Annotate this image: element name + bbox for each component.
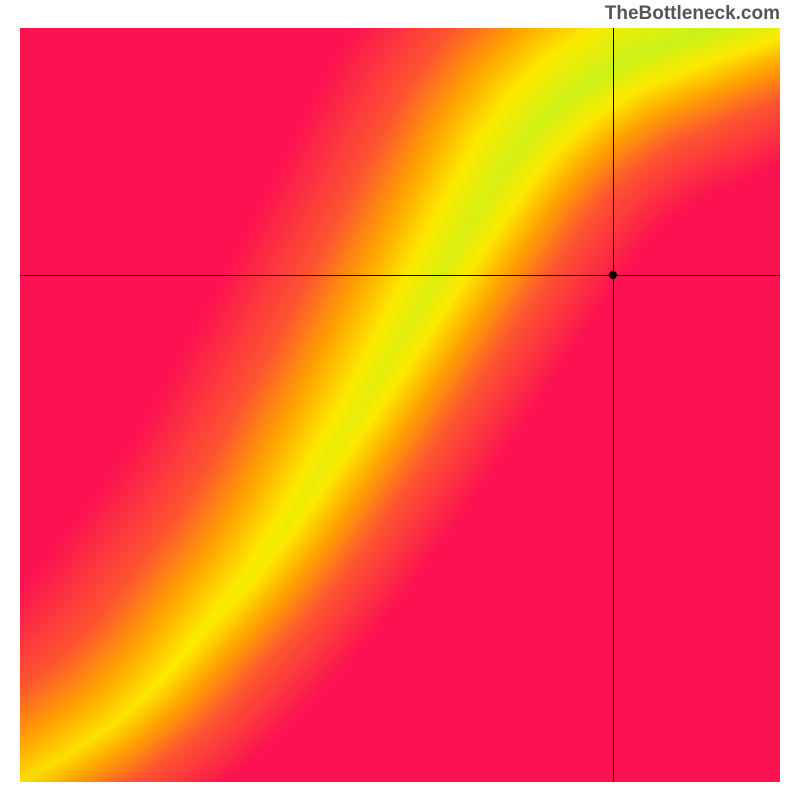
- crosshair-horizontal: [20, 275, 780, 276]
- heatmap-canvas: [20, 28, 780, 782]
- crosshair-vertical: [613, 28, 614, 782]
- watermark-text: TheBottleneck.com: [605, 3, 780, 25]
- heatmap-plot: [20, 28, 780, 782]
- figure: TheBottleneck.com: [0, 0, 800, 800]
